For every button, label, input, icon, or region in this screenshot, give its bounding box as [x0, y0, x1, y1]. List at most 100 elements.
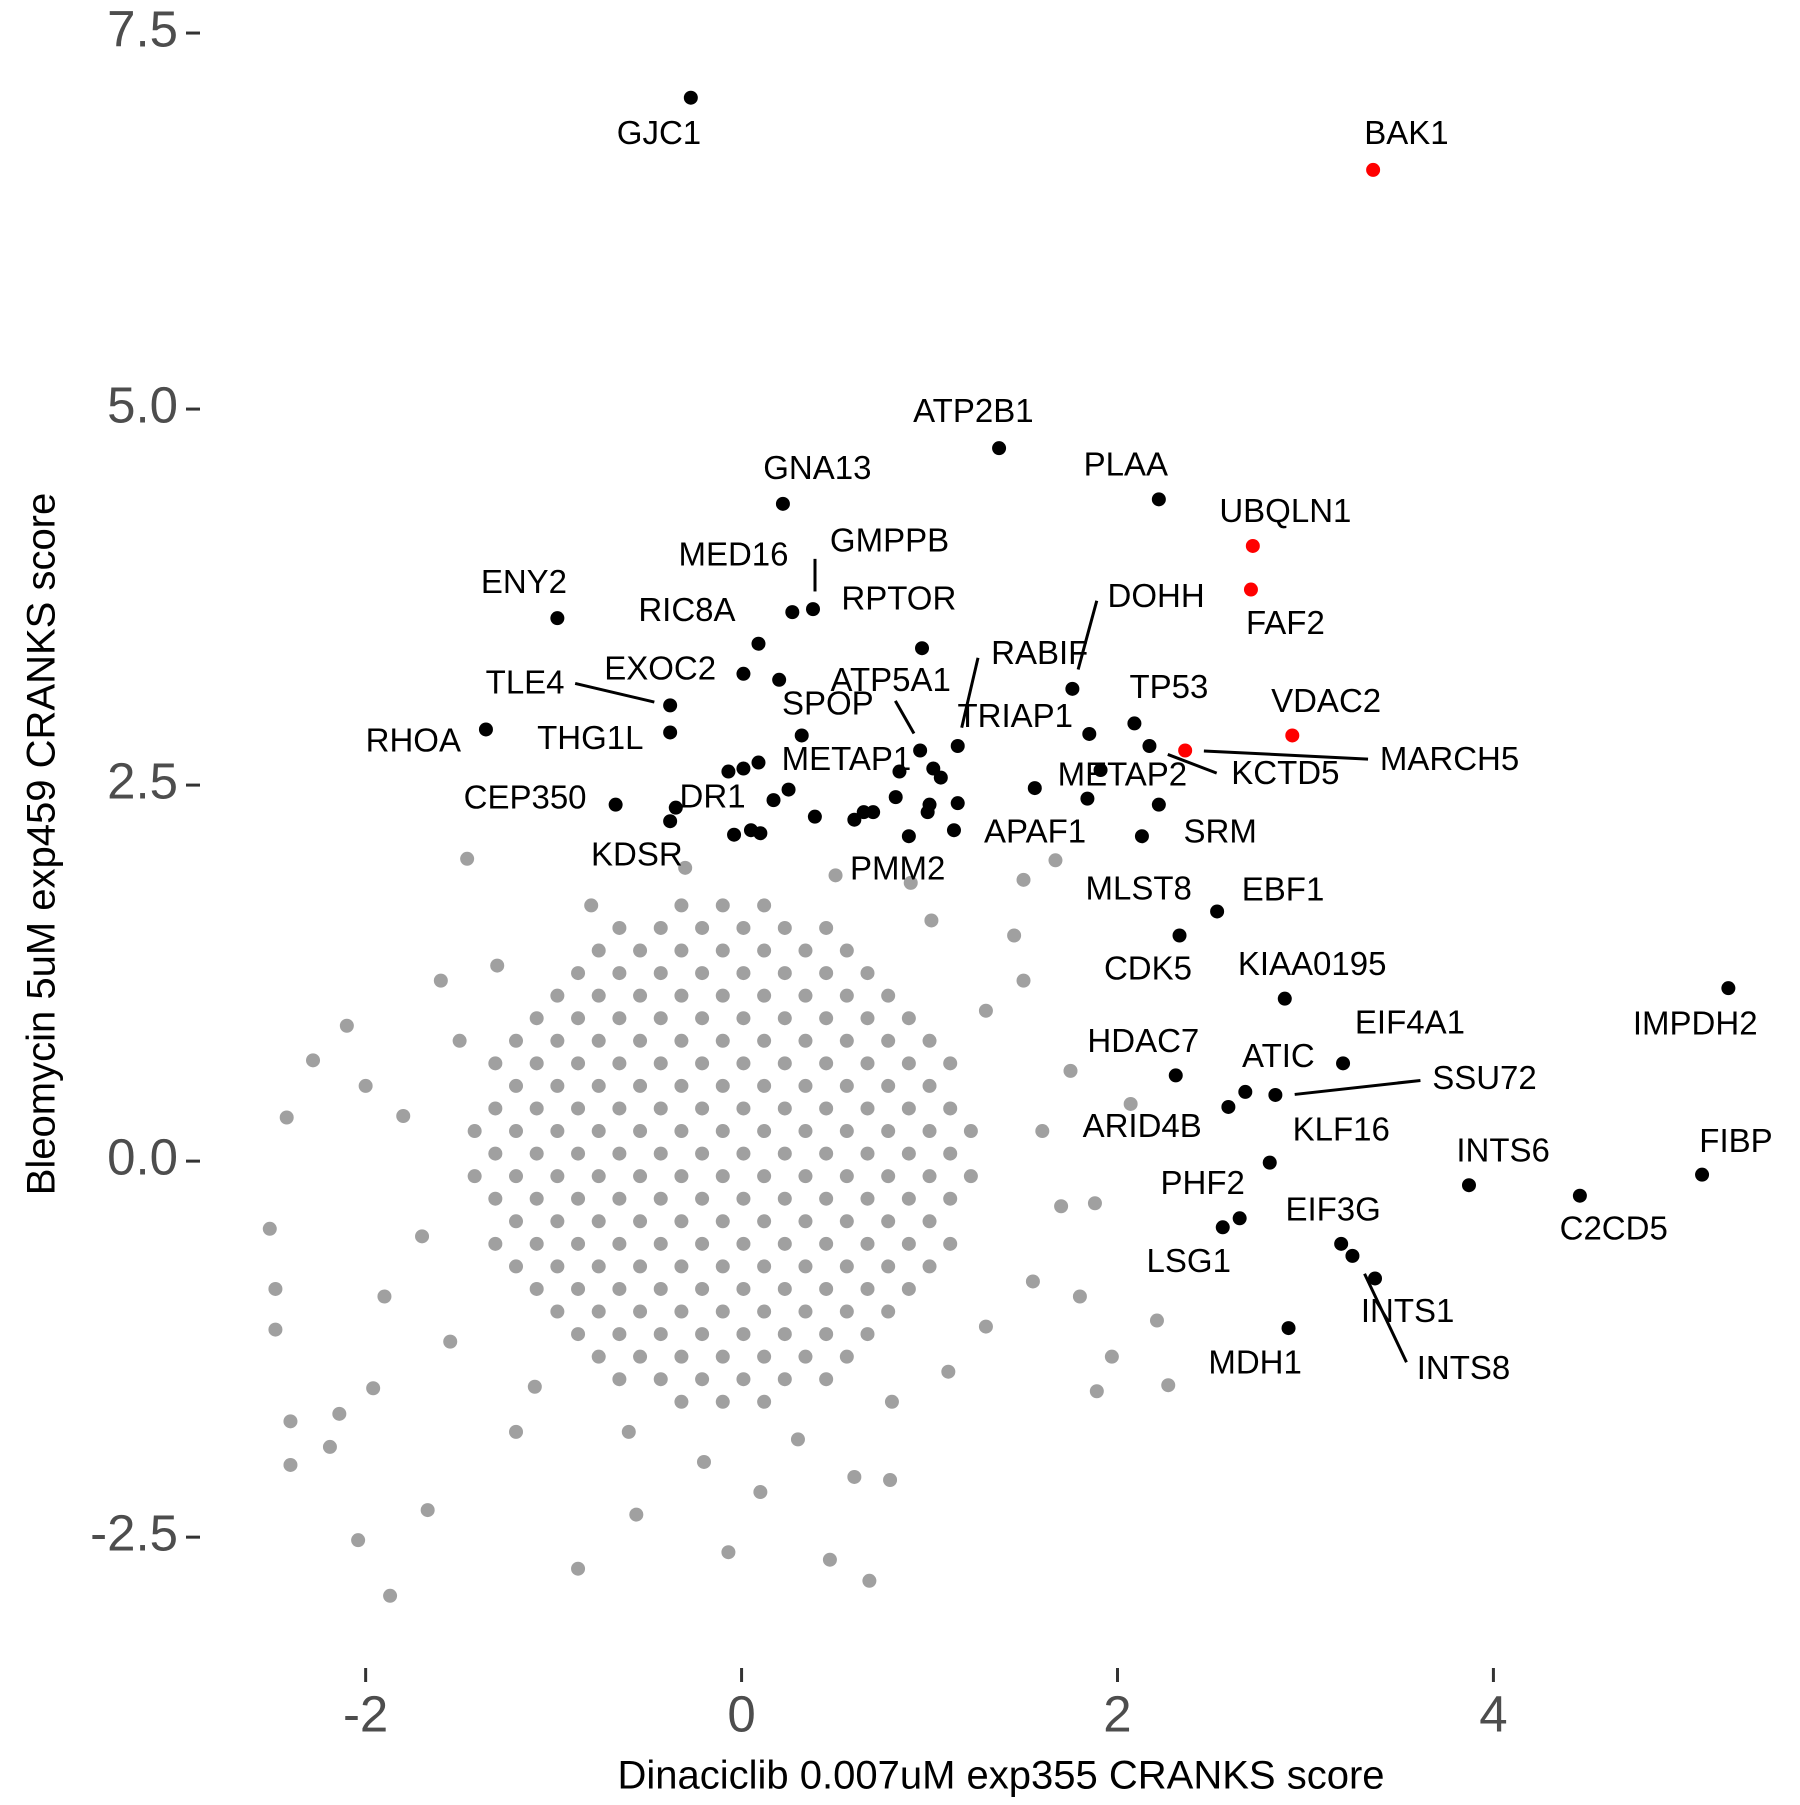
point: [571, 1101, 586, 1116]
point: [633, 1124, 648, 1139]
point: [415, 1229, 430, 1244]
point: [695, 1372, 710, 1387]
point-label: KIAA0195: [1238, 945, 1387, 982]
labeled-point: [794, 728, 809, 743]
point: [612, 1056, 627, 1071]
labeled-point: [478, 722, 493, 737]
point: [612, 1327, 627, 1342]
point: [460, 851, 475, 866]
point: [674, 1349, 689, 1364]
point: [571, 1011, 586, 1026]
labeled-point: [668, 800, 683, 815]
labeled-point: [913, 743, 928, 758]
point: [1048, 853, 1063, 868]
labeled-point: [805, 602, 820, 617]
labeled-point: [1366, 162, 1381, 177]
point: [612, 1281, 627, 1296]
point: [383, 1588, 398, 1603]
label-leader: [960, 657, 980, 729]
point: [922, 1124, 937, 1139]
labeled-point: [663, 698, 678, 713]
point: [777, 1281, 792, 1296]
labeled-point: [1243, 582, 1258, 597]
point: [753, 1485, 768, 1500]
point: [509, 1124, 524, 1139]
point: [612, 920, 627, 935]
point: [798, 1349, 813, 1364]
point: [1025, 1274, 1040, 1289]
point: [488, 1236, 503, 1251]
point: [674, 1169, 689, 1184]
point: [881, 1124, 896, 1139]
point: [715, 1033, 730, 1048]
point: [550, 1304, 565, 1319]
labeled-point: [1215, 1220, 1230, 1235]
point-label: CEP350: [464, 779, 587, 816]
point: [678, 860, 693, 875]
point: [571, 1146, 586, 1161]
label-leader: [1363, 1273, 1408, 1363]
point: [777, 966, 792, 981]
point: [1123, 1096, 1138, 1111]
labeled-point: [1172, 928, 1187, 943]
point: [777, 1327, 792, 1342]
point: [847, 812, 862, 827]
point: [674, 943, 689, 958]
point: [881, 1259, 896, 1274]
point: [860, 1236, 875, 1251]
point-label: RIC8A: [638, 591, 735, 628]
point: [757, 1124, 772, 1139]
point: [262, 1221, 277, 1236]
labeled-point: [1336, 1056, 1351, 1071]
x-axis-title: Dinaciclib 0.007uM exp355 CRANKS score: [617, 1754, 1384, 1798]
point: [736, 1101, 751, 1116]
point: [653, 1191, 668, 1206]
point: [924, 913, 939, 928]
point: [653, 1281, 668, 1296]
point: [420, 1503, 435, 1518]
point: [591, 1124, 606, 1139]
point: [839, 1078, 854, 1093]
point: [633, 1033, 648, 1048]
point: [715, 988, 730, 1003]
point: [777, 920, 792, 935]
point: [591, 1259, 606, 1274]
point: [467, 1124, 482, 1139]
point: [1063, 1063, 1078, 1078]
point: [279, 1110, 294, 1125]
point-label: SPOP: [782, 684, 874, 721]
labeled-point: [1151, 797, 1166, 812]
point-label: C2CD5: [1560, 1209, 1668, 1246]
point: [798, 1124, 813, 1139]
point: [591, 1214, 606, 1229]
point: [757, 1078, 772, 1093]
point: [839, 1349, 854, 1364]
point: [1027, 781, 1042, 796]
point-label: LSG1: [1147, 1242, 1231, 1279]
point: [736, 1011, 751, 1026]
point: [509, 1033, 524, 1048]
point-label: RHOA: [366, 722, 461, 759]
point: [860, 966, 875, 981]
point: [1007, 928, 1022, 943]
label-leader: [1076, 600, 1099, 670]
point: [757, 1259, 772, 1274]
point: [922, 1214, 937, 1229]
point: [674, 1259, 689, 1274]
point: [653, 966, 668, 981]
point: [715, 1214, 730, 1229]
labeled-point: [775, 496, 790, 511]
point-label: KLF16: [1293, 1110, 1390, 1147]
point: [721, 1545, 736, 1560]
point: [943, 1056, 958, 1071]
point: [612, 1236, 627, 1251]
labeled-point: [663, 725, 678, 740]
point: [653, 1146, 668, 1161]
labeled-point: [1245, 538, 1260, 553]
point: [527, 1379, 542, 1394]
point: [715, 1259, 730, 1274]
point: [757, 943, 772, 958]
point: [766, 793, 781, 808]
point: [963, 1124, 978, 1139]
labeled-point: [1572, 1188, 1587, 1203]
